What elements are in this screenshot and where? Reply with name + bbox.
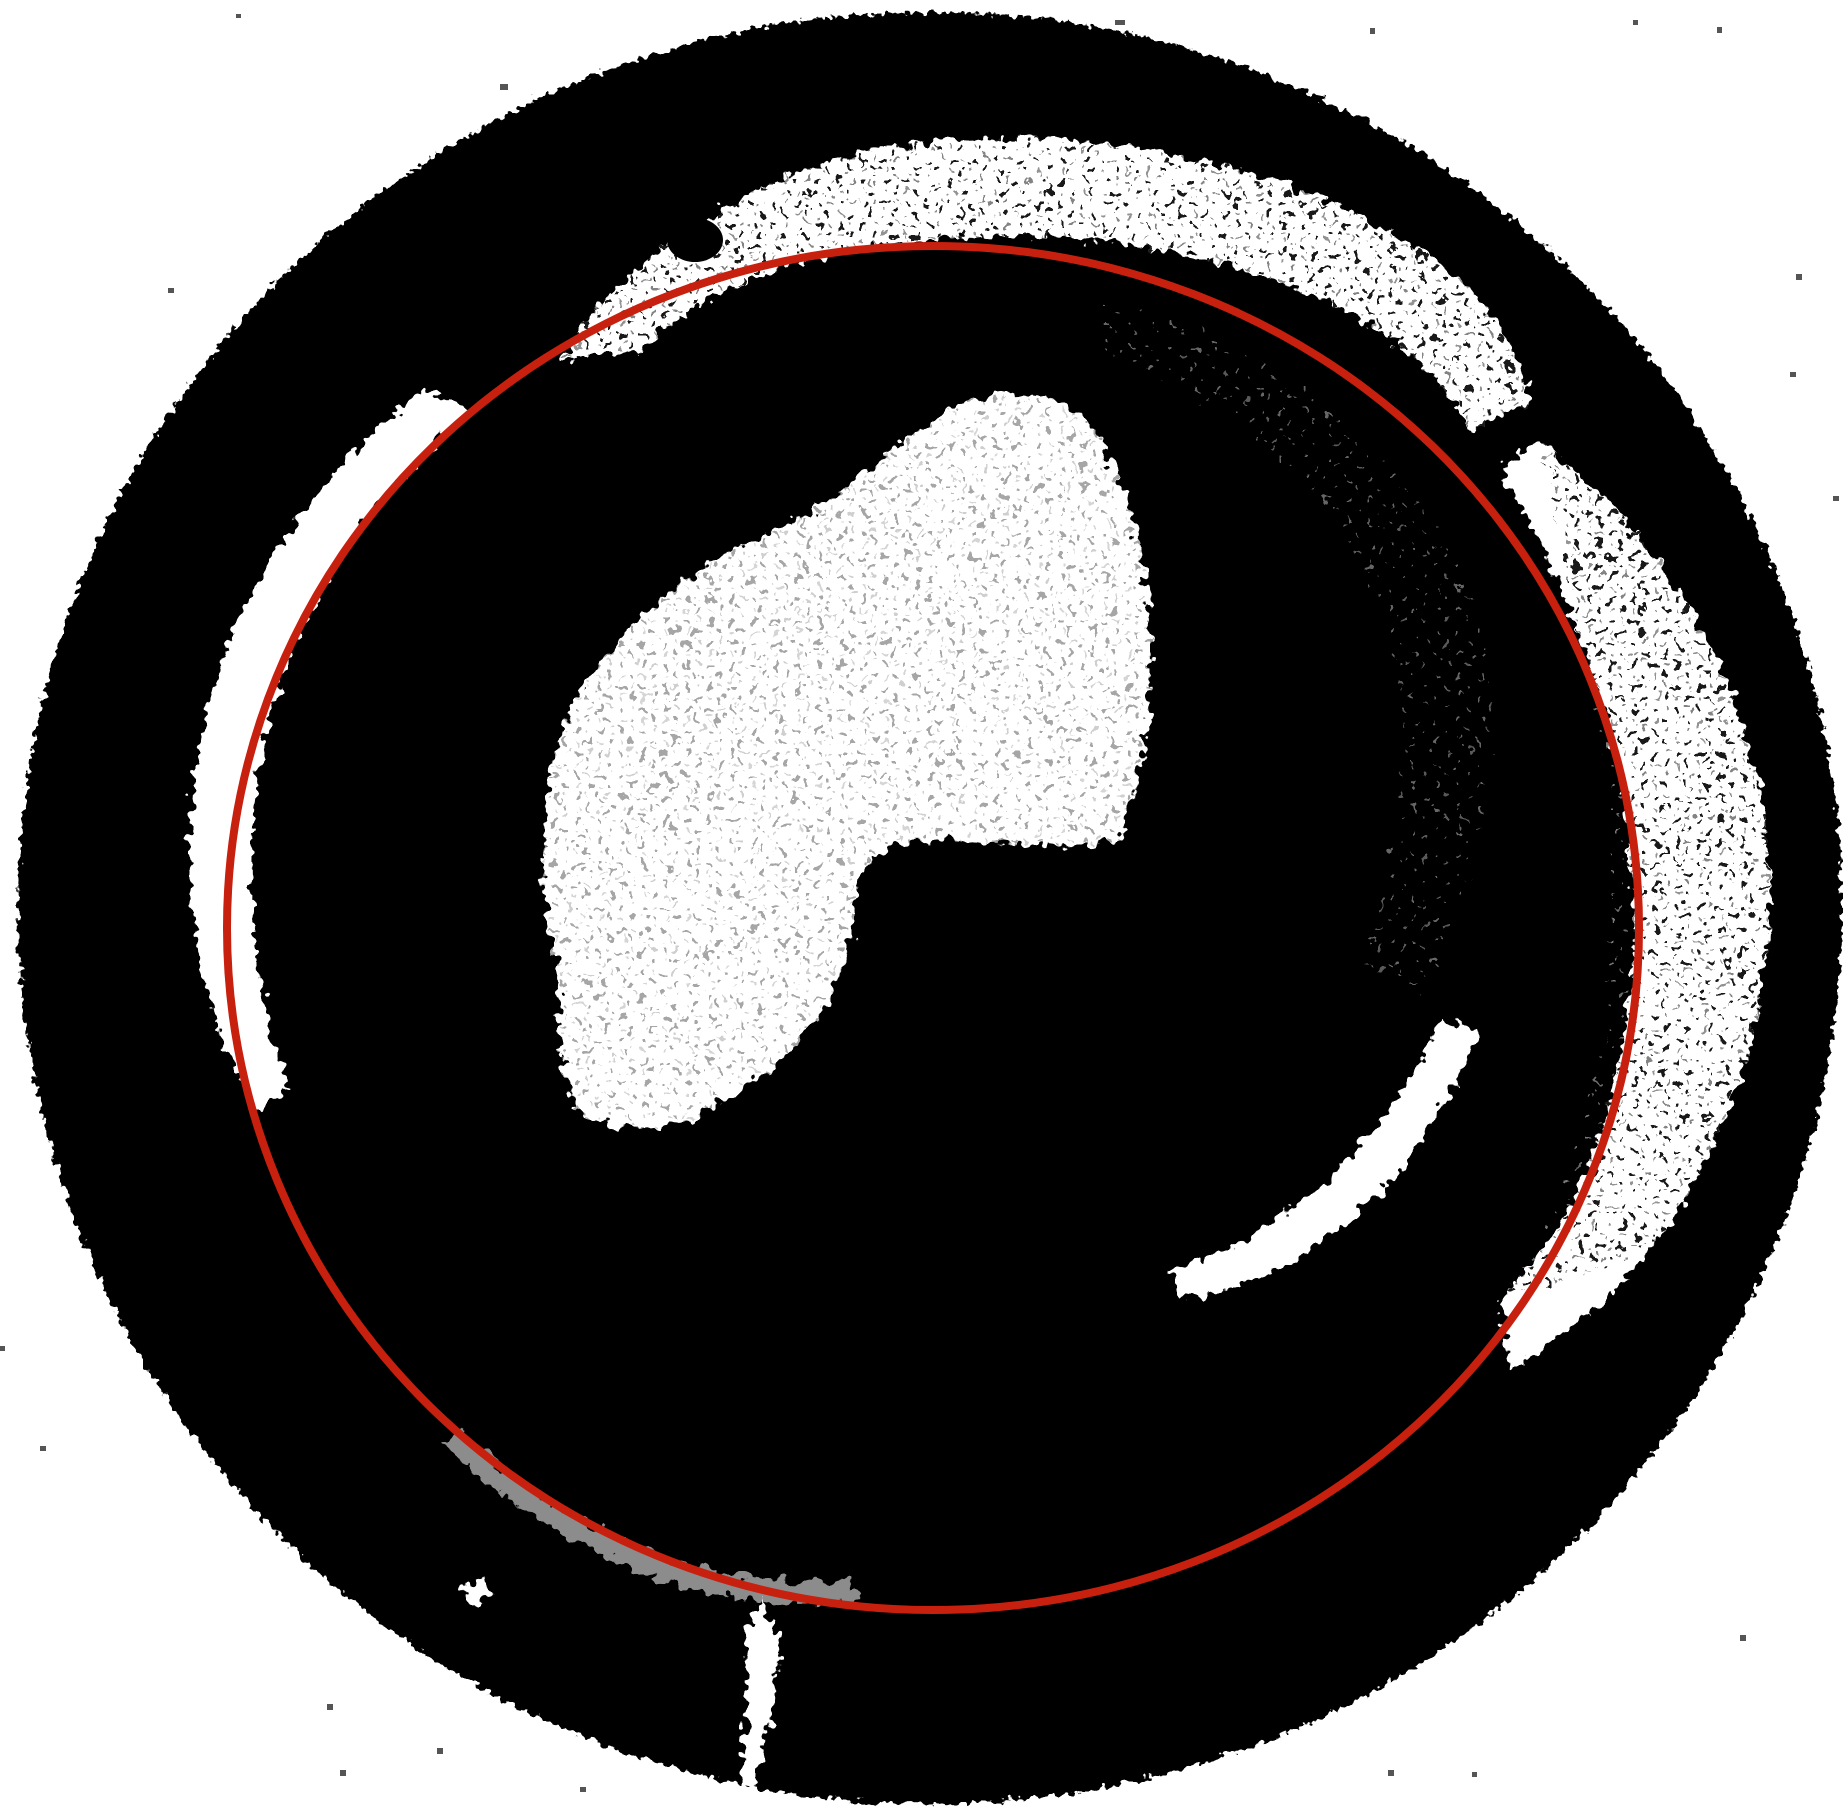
red-outline-circle (223, 242, 1643, 1614)
central-highlight (543, 393, 1151, 1129)
dark-spot (667, 218, 723, 262)
background-specks (0, 14, 1839, 1792)
interior-noise (1100, 300, 1492, 1000)
black-disc (18, 12, 1842, 1804)
